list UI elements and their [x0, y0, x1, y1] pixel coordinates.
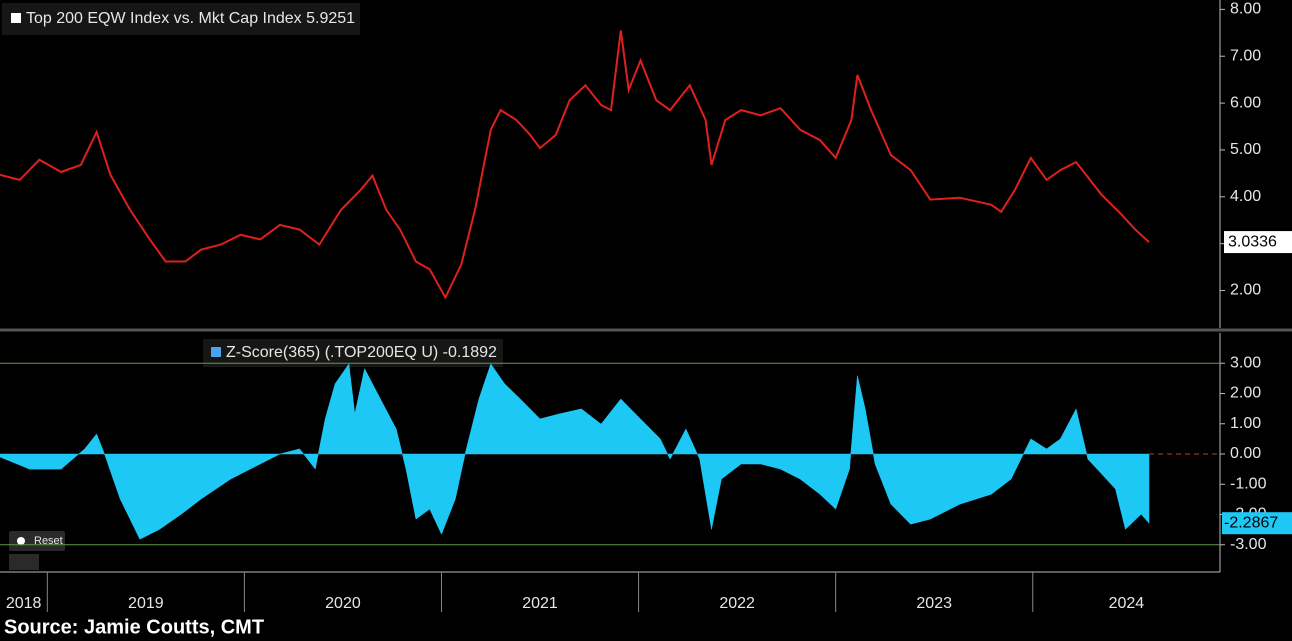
y-tick-label: 1.00 — [1230, 415, 1261, 432]
y-tick-label: 3.00 — [1230, 354, 1261, 371]
index-line — [0, 30, 1150, 300]
y-tick-label: 6.00 — [1230, 94, 1261, 111]
y-tick-label: 0.00 — [1230, 445, 1261, 462]
y-tick-label: 7.00 — [1230, 47, 1261, 64]
legend-swatch — [211, 347, 221, 357]
reset-button[interactable] — [9, 531, 65, 551]
x-tick-label: 2024 — [1109, 595, 1145, 612]
last-value-label: -2.2867 — [1224, 514, 1278, 531]
y-tick-label: 2.00 — [1230, 282, 1261, 299]
chart-title: Z-Score(365) (.TOP200EQ U) -0.1892 — [226, 344, 497, 361]
legend-swatch — [11, 13, 21, 23]
y-tick-label: 2.00 — [1230, 385, 1261, 402]
y-tick-label: -1.00 — [1230, 475, 1267, 492]
y-tick-label: 4.00 — [1230, 188, 1261, 205]
zscore-area — [0, 363, 1150, 540]
x-tick-label: 2023 — [916, 595, 952, 612]
last-value-box — [1222, 512, 1292, 535]
y-tick-label: 8.00 — [1230, 1, 1261, 18]
source-note: Source: Jamie Coutts, CMT — [4, 616, 264, 638]
x-tick-label: 2022 — [719, 595, 755, 612]
x-tick-label: 2019 — [128, 595, 164, 612]
y-tick-label: -3.00 — [1230, 536, 1267, 553]
legend-box — [2, 3, 360, 35]
chart-title: Top 200 EQW Index vs. Mkt Cap Index 5.92… — [26, 10, 355, 27]
reset-icon — [17, 537, 25, 545]
reset-label[interactable]: Reset — [34, 535, 63, 547]
chart-type-button[interactable] — [9, 554, 39, 570]
x-tick-label: 2021 — [522, 595, 558, 612]
legend-box — [203, 339, 503, 367]
last-value-box — [1224, 231, 1292, 254]
x-tick-label: 2020 — [325, 595, 361, 612]
last-value-label: 3.0336 — [1228, 233, 1277, 250]
y-tick-label: 5.00 — [1230, 141, 1261, 158]
x-tick-label: 2018 — [6, 595, 42, 612]
